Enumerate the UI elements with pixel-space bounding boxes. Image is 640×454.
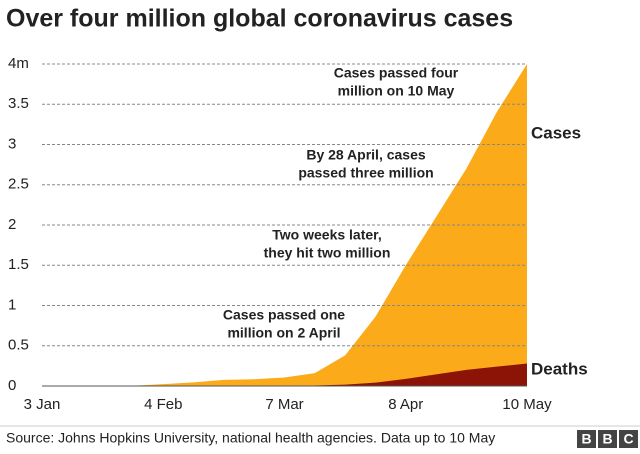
x-tick-label: 3 Jan <box>24 396 61 413</box>
logo-block <box>619 430 638 448</box>
annotation: Cases passed four <box>334 65 459 81</box>
y-tick-label: 2.5 <box>8 176 29 193</box>
area <box>42 64 527 386</box>
logo-letter: C <box>623 431 633 447</box>
annotation: Cases passed one <box>223 307 345 323</box>
y-tick-label: 1.5 <box>8 256 29 273</box>
y-tick-label: 3 <box>8 135 16 152</box>
annotation: million on 2 April <box>227 325 340 341</box>
y-tick-label: 3.5 <box>8 95 29 112</box>
series-label: Cases <box>531 123 581 142</box>
logo-block <box>598 430 617 448</box>
y-tick-label: 4m <box>8 55 29 72</box>
area <box>42 363 527 386</box>
logo-letter: B <box>581 431 591 447</box>
x-tick-label: 8 Apr <box>388 396 423 413</box>
x-tick-label: 4 Feb <box>144 396 182 413</box>
annotation: Two weeks later, <box>272 227 381 243</box>
y-tick-label: 0.5 <box>8 337 29 354</box>
source: Source: Johns Hopkins University, nation… <box>6 430 495 446</box>
logo-letter: B <box>602 431 612 447</box>
chart-title: Over four million global coronavirus cas… <box>6 5 513 33</box>
annotation: By 28 April, cases <box>306 147 426 163</box>
annotation: passed three million <box>298 165 433 181</box>
annotation: million on 10 May <box>338 83 455 99</box>
y-tick-label: 1 <box>8 296 16 313</box>
x-tick-label: 10 May <box>502 396 552 413</box>
annotation: they hit two million <box>264 245 391 261</box>
logo-block <box>577 430 596 448</box>
series-label: Deaths <box>531 359 588 378</box>
y-tick-label: 2 <box>8 216 16 233</box>
y-tick-label: 0 <box>8 377 16 394</box>
x-tick-label: 7 Mar <box>265 396 303 413</box>
